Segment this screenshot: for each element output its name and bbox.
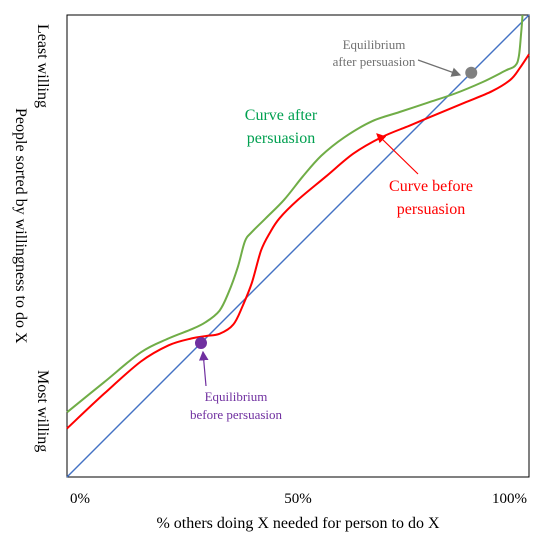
annotation-eq-before-line2: before persuasion: [190, 407, 283, 422]
series-curve-after: [66, 14, 524, 414]
x-tick-0: 0%: [70, 491, 90, 507]
x-tick-50: 50%: [284, 491, 312, 507]
y-top-label: Least willing: [34, 24, 51, 108]
equilibrium-after-marker: [465, 66, 478, 79]
annotation-curve-after-line1: Curve after: [245, 107, 318, 124]
y-axis-title: People sorted by willingness to do X: [12, 108, 29, 344]
marker-layer: [194, 66, 478, 350]
series-diagonal: [66, 14, 530, 478]
annotation-eq-after-line2: after persuasion: [333, 54, 416, 69]
annotation-curve-before-line1: Curve before: [389, 178, 473, 195]
x-axis-title: % others doing X needed for person to do…: [156, 515, 439, 532]
arrow-eq-after: [417, 59, 462, 77]
plot-frame: [66, 14, 530, 478]
series-layer: [66, 14, 530, 478]
y-bottom-label: Most willing: [34, 370, 51, 452]
annotation-eq-before-line1: Equilibrium: [205, 389, 268, 404]
annotation-eq-after-line1: Equilibrium: [343, 37, 406, 52]
series-curve-before: [66, 53, 530, 430]
annotation-curve-after-line2: persuasion: [247, 130, 315, 147]
arrow-eq-before: [198, 350, 209, 387]
annotation-curve-before-line2: persuasion: [397, 201, 465, 218]
equilibrium-before-marker: [194, 337, 207, 350]
arrow-curve-before: [376, 133, 419, 175]
x-tick-100: 100%: [492, 491, 527, 507]
